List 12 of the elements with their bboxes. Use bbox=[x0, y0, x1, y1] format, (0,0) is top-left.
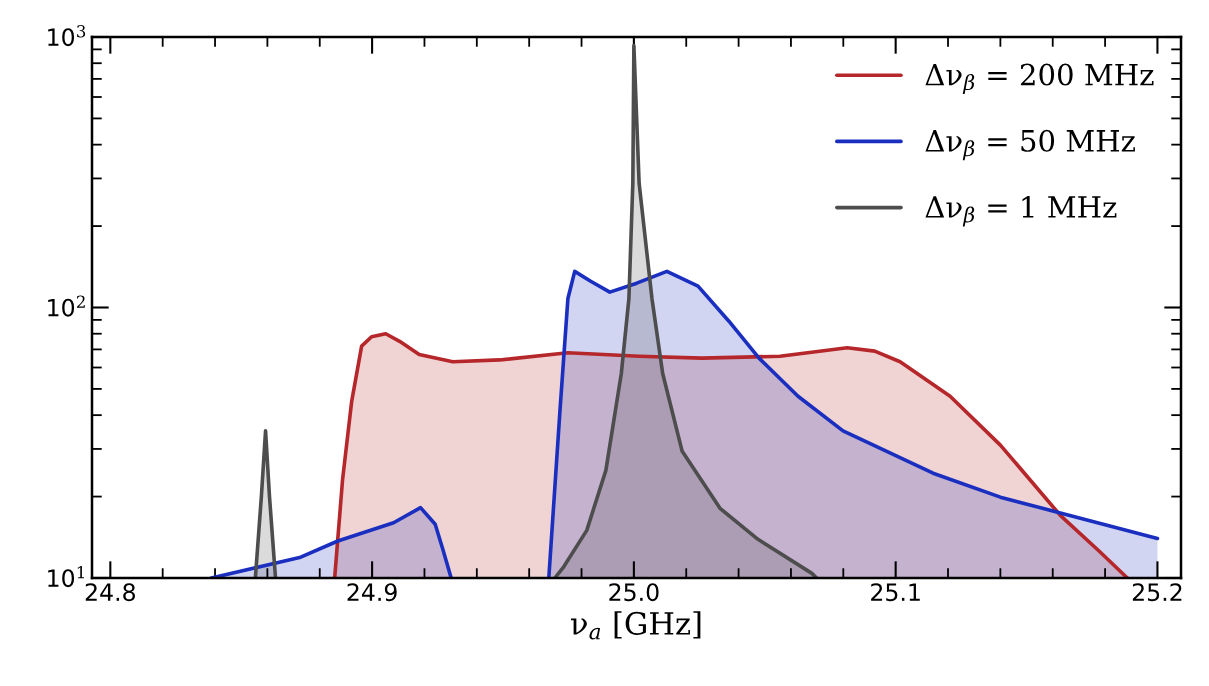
legend-label: Δν$_{β}$ = 200 MHz bbox=[925, 63, 1154, 94]
x-tick-label: 25.1 bbox=[871, 583, 920, 602]
y-tick-label: 10$^{1}$ bbox=[48, 565, 85, 588]
x-tick-label: 25.0 bbox=[609, 583, 659, 602]
legend-label: Δν$_{β}$ = 1 MHz bbox=[925, 195, 1117, 227]
x-axis-title: ν$_{a}$ [GHz] bbox=[570, 611, 701, 640]
legend-label: Δν$_{β}$ = 50 MHz bbox=[925, 129, 1135, 161]
x-tick-label: 25.2 bbox=[1132, 583, 1182, 602]
y-tick-label: 10$^{2}$ bbox=[48, 295, 85, 317]
y-tick-label: 10$^{3}$ bbox=[48, 24, 86, 47]
x-tick-label: 24.9 bbox=[347, 583, 397, 602]
x-tick-label: 24.8 bbox=[85, 583, 135, 602]
